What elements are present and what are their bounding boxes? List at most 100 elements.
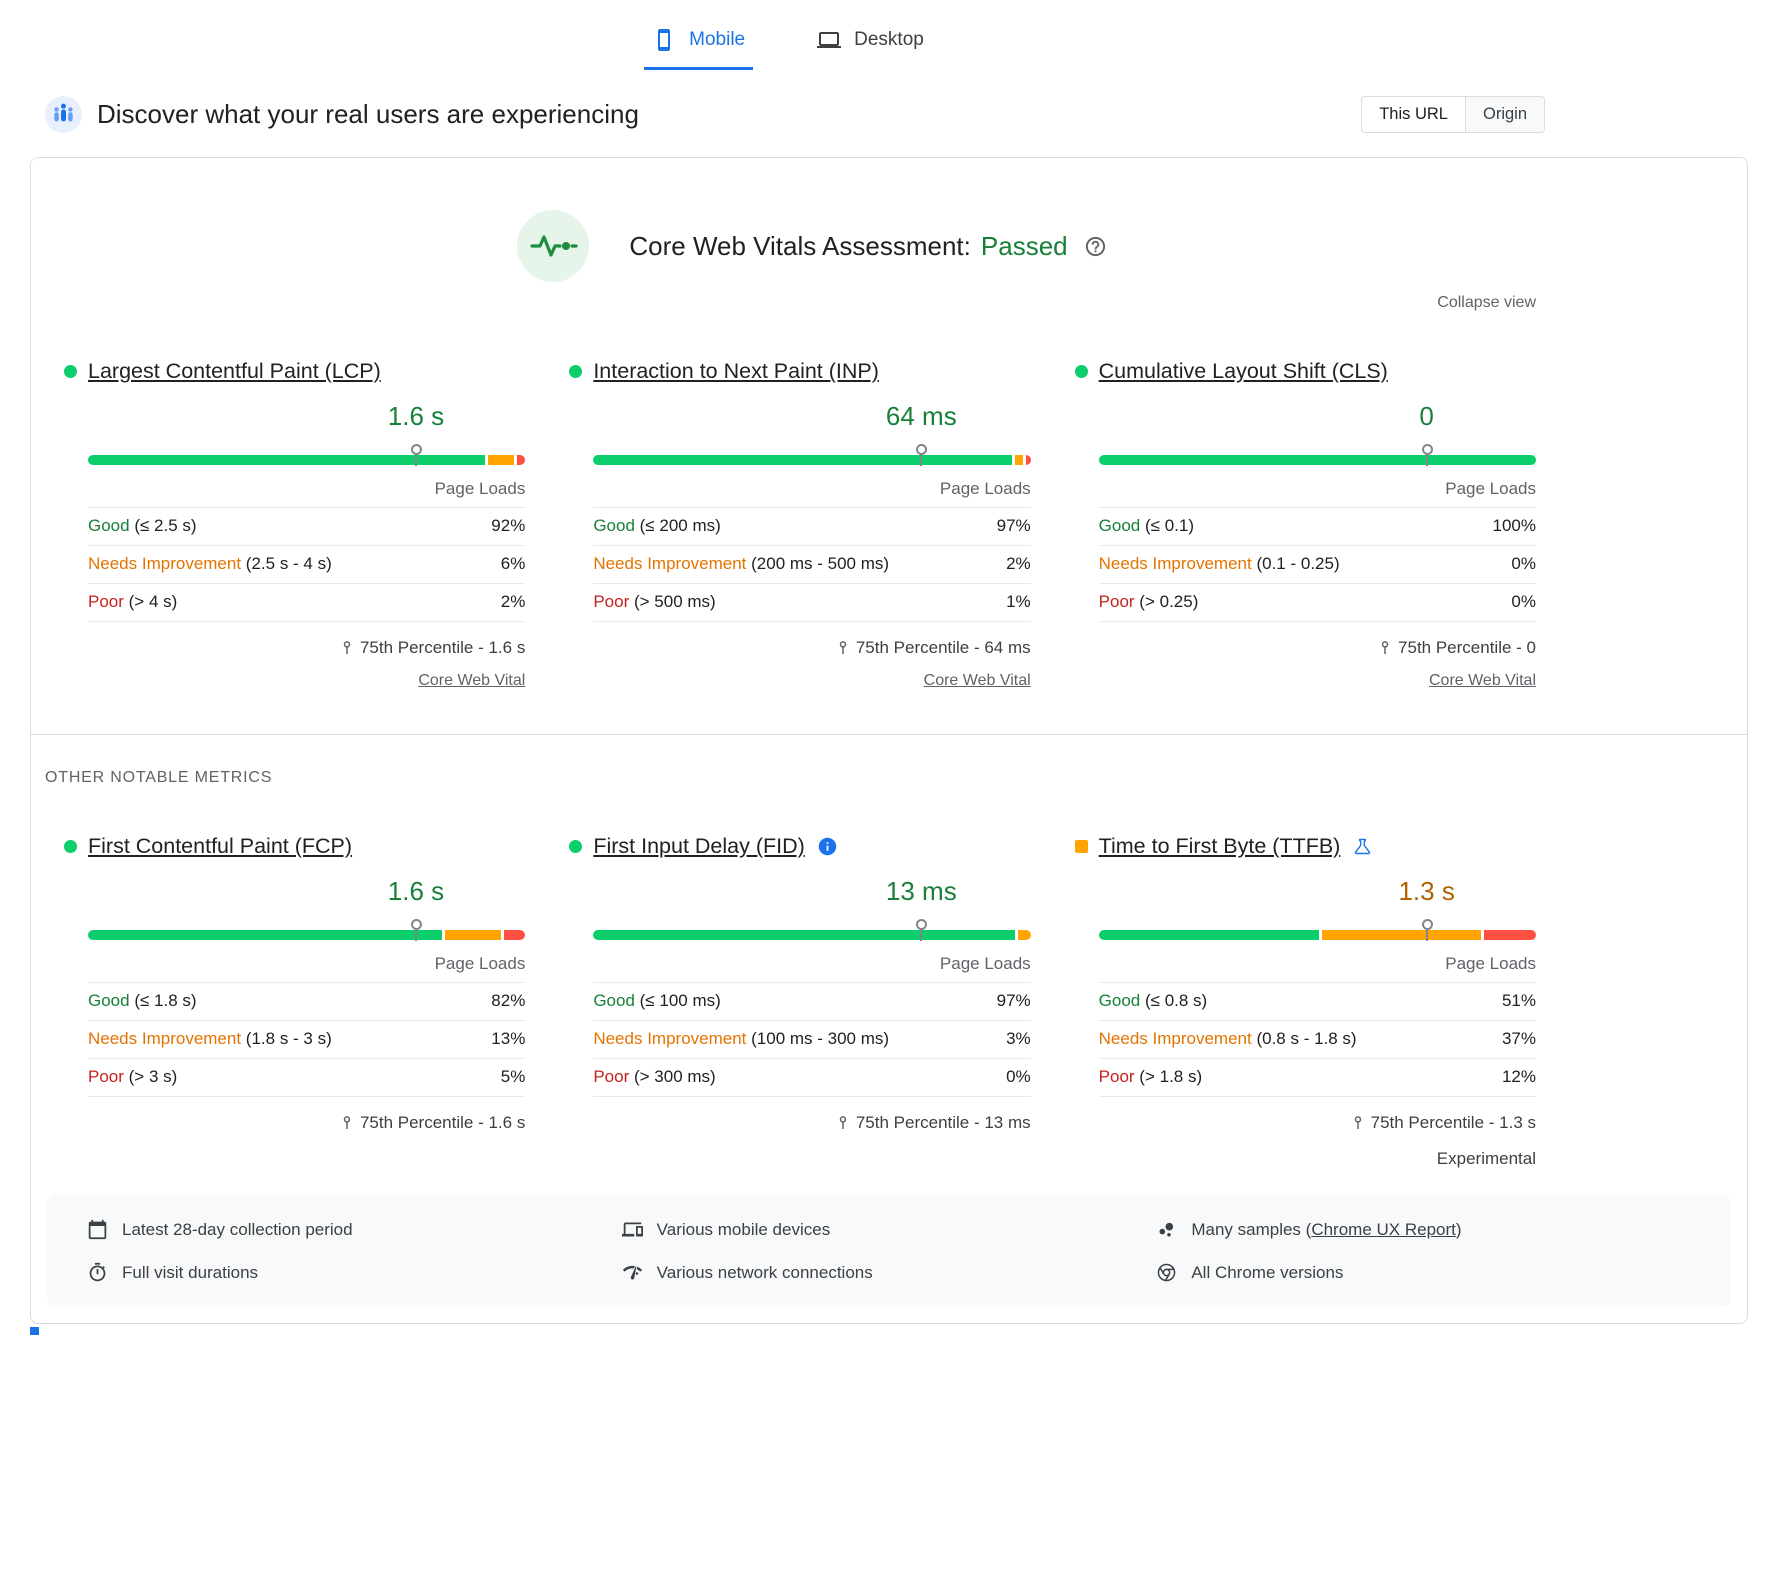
core-web-vital-link[interactable]: Core Web Vital (418, 672, 526, 689)
info-icon[interactable] (817, 836, 838, 857)
bar-segment-good (593, 455, 1012, 465)
metric-value-row: 13 ms (593, 875, 1030, 907)
metric-value-row: 64 ms (593, 400, 1030, 432)
distribution-bar (1098, 930, 1536, 940)
bar-segment-poor (1484, 930, 1536, 940)
distribution-table: Good (≤ 200 ms) 97% Needs Improvement (200… (593, 507, 1031, 622)
page-loads-label: Page Loads (1445, 479, 1536, 498)
distribution-row-poor: Poor (> 500 ms) 1% (593, 584, 1031, 622)
chrome-icon (1156, 1262, 1177, 1283)
flask-icon[interactable] (1352, 836, 1373, 857)
meta-item: Full visit durations (87, 1262, 622, 1283)
meta-item-text: All Chrome versions (1191, 1262, 1344, 1282)
metric-title-link[interactable]: Time to First Byte (TTFB) (1098, 834, 1341, 858)
metric-status-indicator (64, 365, 77, 378)
meta-item-text: Many samples (Chrome UX Report) (1191, 1219, 1462, 1239)
percentile-row: 75th Percentile - 0 (1099, 638, 1536, 658)
percentile-marker-stem (414, 929, 417, 941)
percentile-text: 75th Percentile - 0 (1398, 638, 1536, 657)
collapse-view-button[interactable]: Collapse view (1437, 294, 1536, 311)
percentile-text: 75th Percentile - 1.6 s (359, 1113, 526, 1132)
experience-icon (45, 96, 82, 133)
metric-value: 1.6 s (387, 876, 445, 906)
device-tabs: Mobile Desktop (0, 0, 1576, 70)
core-web-vital-link[interactable]: Core Web Vital (1428, 672, 1536, 689)
metric-title-link[interactable]: Cumulative Layout Shift (CLS) (1098, 359, 1388, 383)
percentile-pin-icon (339, 640, 355, 656)
metric-head: Interaction to Next Paint (INP) (569, 356, 1030, 386)
percentile-marker-stem (920, 454, 923, 466)
scope-toggle: This URL Origin (1361, 96, 1545, 133)
percentile-row: 75th Percentile - 1.3 s (1099, 1113, 1536, 1133)
metric-distribution (88, 442, 526, 466)
metric-cls: Cumulative Layout Shift (CLS) 0 Page Loa… (1074, 356, 1536, 690)
distribution-row-ni: Needs Improvement (0.1 - 0.25) 0% (1098, 546, 1536, 584)
tab-mobile[interactable]: Mobile (644, 12, 754, 70)
metric-title-link[interactable]: First Input Delay (FID) (593, 834, 805, 858)
bar-segment-ni (1321, 930, 1482, 940)
page-loads-label: Page Loads (434, 954, 526, 973)
bar-segment-poor (503, 930, 526, 940)
percentile-text: 75th Percentile - 64 ms (855, 638, 1031, 657)
this-url-button[interactable]: This URL (1361, 96, 1466, 133)
metric-title-link[interactable]: Interaction to Next Paint (INP) (593, 359, 879, 383)
percentile-marker-stem (414, 454, 417, 466)
bar-segment-good (88, 455, 485, 465)
metric-value-row: 1.6 s (88, 400, 525, 432)
bar-segment-ni (1014, 455, 1024, 465)
origin-button[interactable]: Origin (1465, 96, 1545, 133)
distribution-row-poor: Poor (> 3 s) 5% (88, 1059, 526, 1097)
meta-item-text: Various mobile devices (656, 1219, 831, 1239)
page-loads-label: Page Loads (1445, 954, 1536, 973)
meta-item: Latest 28-day collection period (87, 1219, 622, 1240)
assessment-status: Passed (980, 230, 1068, 261)
distribution-row-ni: Needs Improvement (100 ms - 300 ms) 3% (593, 1021, 1031, 1059)
distribution-row-good: Good (≤ 200 ms) 97% (593, 508, 1031, 546)
distribution-row-poor: Poor (> 0.25) 0% (1098, 584, 1536, 622)
other-notable-metrics-grid: First Contentful Paint (FCP) 1.6 s Page … (64, 831, 1536, 1169)
pulse-icon (517, 210, 590, 282)
metric-value-row: 1.6 s (88, 875, 525, 907)
core-web-vital-link[interactable]: Core Web Vital (923, 672, 1031, 689)
distribution-row-good: Good (≤ 2.5 s) 92% (88, 508, 526, 546)
metric-value: 13 ms (885, 876, 957, 906)
percentile-pin-icon (835, 640, 851, 656)
distribution-bar (88, 930, 526, 940)
tab-desktop[interactable]: Desktop (809, 12, 932, 70)
distribution-table: Good (≤ 0.1) 100% Needs Improvement (0.1 -… (1098, 507, 1536, 622)
metric-distribution (88, 917, 526, 941)
metric-status-indicator (64, 840, 77, 853)
meta-item: Various network connections (622, 1262, 1157, 1283)
page-title: Discover what your real users are experi… (97, 99, 639, 129)
metric-head: Largest Contentful Paint (LCP) (64, 356, 525, 386)
section-divider (31, 734, 1747, 735)
percentile-pin-icon (1350, 1115, 1366, 1131)
meta-item-text: Various network connections (656, 1262, 873, 1282)
cwv-assessment: Core Web Vitals Assessment: Passed (88, 158, 1536, 282)
bar-segment-good (88, 930, 442, 940)
distribution-table: Good (≤ 2.5 s) 92% Needs Improvement (2.5 … (88, 507, 526, 622)
metric-title-link[interactable]: First Contentful Paint (FCP) (88, 834, 353, 858)
timer-icon (87, 1262, 108, 1283)
percentile-marker-stem (920, 929, 923, 941)
metric-title-link[interactable]: Largest Contentful Paint (LCP) (88, 359, 381, 383)
bar-segment-poor (1026, 455, 1031, 465)
bar-segment-ni (1017, 930, 1031, 940)
metric-status-indicator (569, 365, 583, 378)
bar-segment-good (1098, 455, 1536, 465)
percentile-pin-icon (1377, 640, 1393, 656)
chrome-ux-report-link[interactable]: Chrome UX Report (1311, 1219, 1456, 1239)
help-icon[interactable] (1084, 235, 1107, 258)
meta-item: Many samples (Chrome UX Report) (1156, 1219, 1691, 1240)
bar-segment-good (593, 930, 1015, 940)
distribution-row-ni: Needs Improvement (1.8 s - 3 s) 13% (88, 1021, 526, 1059)
core-web-vitals-grid: Largest Contentful Paint (LCP) 1.6 s Pag… (64, 356, 1536, 690)
distribution-bar (1098, 455, 1536, 465)
metric-distribution (1098, 442, 1536, 466)
metric-value: 1.3 s (1398, 876, 1455, 906)
percentile-marker-stem (1425, 929, 1428, 941)
distribution-row-good: Good (≤ 0.1) 100% (1098, 508, 1536, 546)
field-data-header: Discover what your real users are experi… (30, 96, 1748, 133)
metric-head: Cumulative Layout Shift (CLS) (1074, 356, 1536, 386)
metric-value-row: 0 (1099, 400, 1536, 432)
